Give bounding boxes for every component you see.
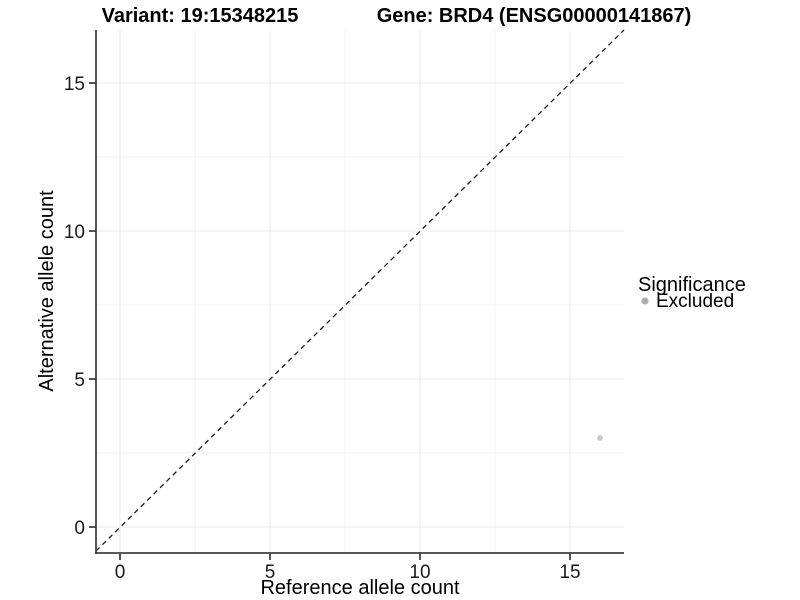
legend-key-excluded-icon <box>641 297 649 305</box>
x-axis-ticks <box>119 553 571 560</box>
data-point-excluded <box>597 435 603 441</box>
x-tick-10: 10 <box>409 562 430 583</box>
x-tick-5: 5 <box>265 562 276 583</box>
y-tick-10: 10 <box>64 222 85 243</box>
legend-label-excluded: Excluded <box>656 291 734 312</box>
legend-title: Significance <box>638 274 746 296</box>
x-axis-title: Reference allele count <box>260 577 459 599</box>
axis-lines <box>95 30 624 554</box>
grid-minor <box>96 30 624 553</box>
y-tick-5: 5 <box>74 370 85 391</box>
y-tick-15: 15 <box>64 74 85 95</box>
gene-title: Gene: BRD4 (ENSG00000141867) <box>377 5 692 27</box>
identity-line <box>95 29 625 552</box>
variant-title: Variant: 19:15348215 <box>102 5 299 27</box>
y-tick-0: 0 <box>74 518 85 539</box>
plot-panel <box>96 30 624 553</box>
legend: Significance Excluded <box>638 274 746 312</box>
x-tick-15: 15 <box>559 562 580 583</box>
grid-major <box>96 30 624 553</box>
y-axis-title: Alternative allele count <box>36 190 58 392</box>
y-axis-ticks <box>89 82 96 528</box>
x-tick-0: 0 <box>115 562 126 583</box>
